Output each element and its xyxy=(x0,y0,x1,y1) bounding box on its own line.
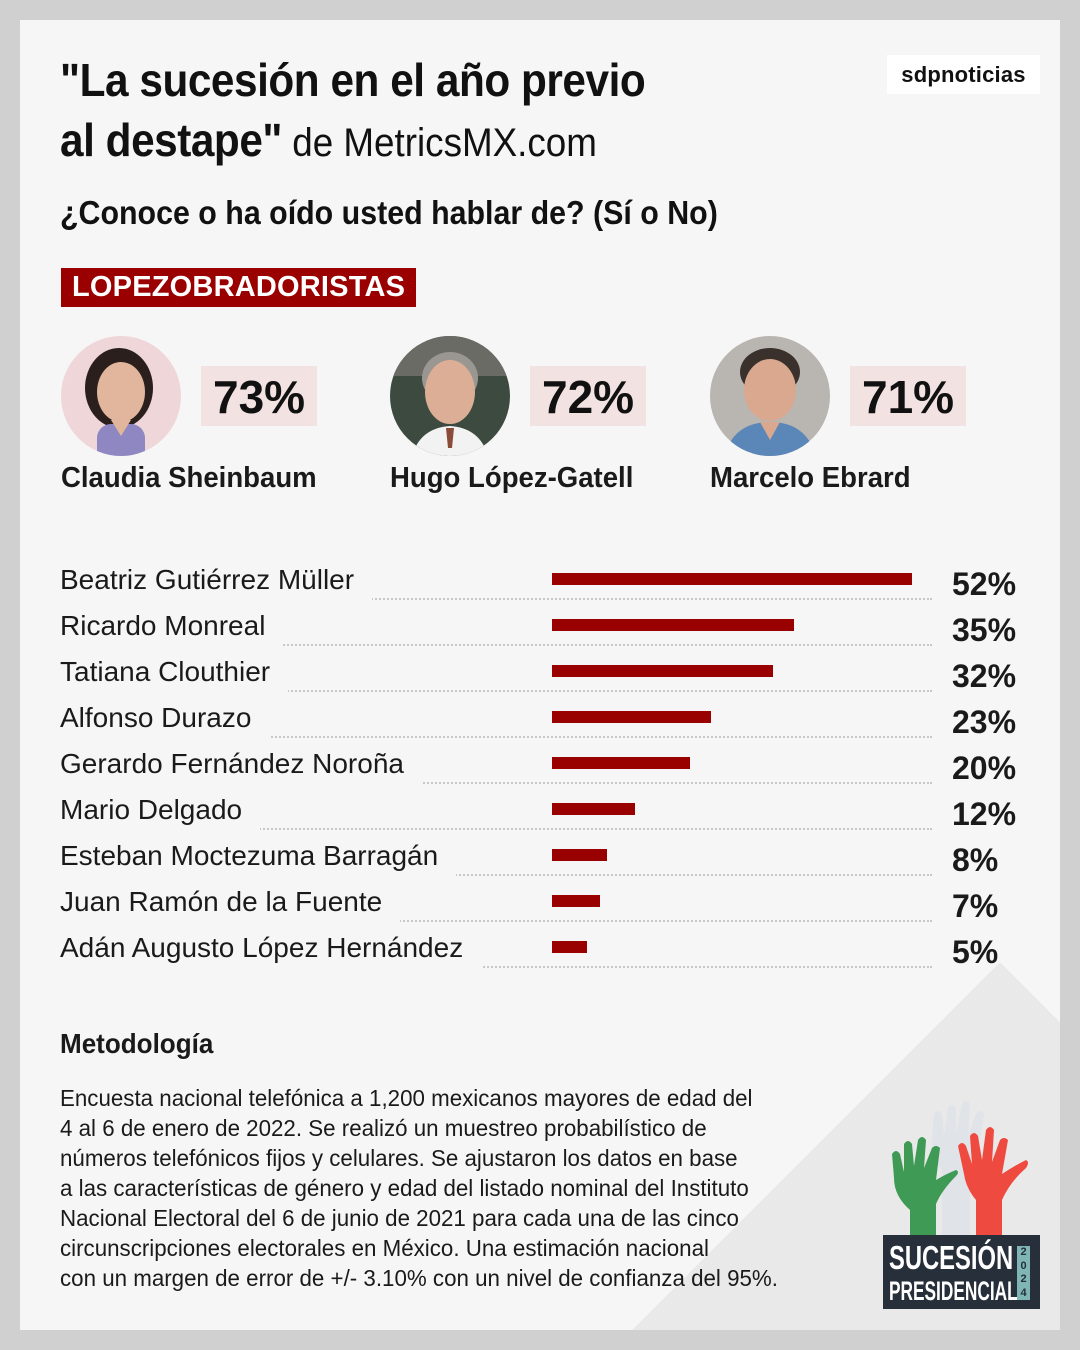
dotted-leader xyxy=(60,828,932,830)
methodology-line: Nacional Electoral del 6 de junio de 202… xyxy=(60,1205,739,1231)
title-source: de MetricsMX.com xyxy=(282,121,597,165)
dotted-leader xyxy=(60,598,932,600)
leader-percentage: 71% xyxy=(850,366,967,426)
bar xyxy=(552,941,587,953)
sdpnoticias-logo: sdpnoticias xyxy=(887,55,1040,94)
dotted-leader xyxy=(60,690,932,692)
row-value: 8% xyxy=(952,842,999,878)
chart-row: Ricardo Monreal 35% xyxy=(60,606,1040,652)
row-label: Adán Augusto López Hernández xyxy=(60,928,482,968)
row-value: 52% xyxy=(952,566,1017,602)
dotted-leader xyxy=(60,736,932,738)
row-value: 35% xyxy=(952,612,1017,648)
raised-hands-icon xyxy=(892,1101,1028,1240)
bar xyxy=(552,849,608,861)
row-value: 12% xyxy=(952,796,1017,832)
row-value: 5% xyxy=(952,934,999,970)
portrait-photo-icon xyxy=(710,336,830,456)
methodology-line: 4 al 6 de enero de 2022. Se realizó un m… xyxy=(60,1115,707,1141)
dotted-leader xyxy=(60,782,932,784)
row-label: Esteban Moctezuma Barragán xyxy=(60,836,457,876)
row-label: Juan Ramón de la Fuente xyxy=(60,882,401,922)
chart-row: Esteban Moctezuma Barragán 8% xyxy=(60,836,1040,882)
methodology-line: circunscripciones electorales en México.… xyxy=(60,1235,709,1261)
bar xyxy=(552,757,691,769)
dotted-leader xyxy=(60,966,932,968)
methodology-line: a las características de género y edad d… xyxy=(60,1175,749,1201)
portrait-photo-icon xyxy=(390,336,510,456)
brand-year: 2 0 2 4 xyxy=(1017,1246,1030,1300)
row-label: Beatriz Gutiérrez Müller xyxy=(60,560,373,600)
bar xyxy=(552,573,912,585)
title-bold-part: al destape" xyxy=(60,114,283,166)
leader-name: Hugo López-Gatell xyxy=(390,462,634,494)
dotted-leader xyxy=(60,874,932,876)
chart-row: Tatiana Clouthier 32% xyxy=(60,652,1040,698)
portrait-photo-icon xyxy=(61,336,181,456)
dotted-leader xyxy=(60,644,932,646)
brand-line-2: PRESIDENCIAL xyxy=(889,1276,1018,1306)
row-label: Gerardo Fernández Noroña xyxy=(60,744,422,784)
leader-percentage: 72% xyxy=(530,366,647,426)
category-badge: LOPEZOBRADORISTAS xyxy=(61,268,417,307)
year-digit: 2 xyxy=(1020,1273,1027,1285)
chart-row: Gerardo Fernández Noroña 20% xyxy=(60,744,1040,790)
chart-row: Mario Delgado 12% xyxy=(60,790,1040,836)
row-label: Ricardo Monreal xyxy=(60,606,284,646)
bar xyxy=(552,619,795,631)
dotted-leader xyxy=(60,920,932,922)
row-value: 7% xyxy=(952,888,999,924)
title-line-1: "La sucesión en el año previo xyxy=(60,54,646,106)
chart-row: Adán Augusto López Hernández 5% xyxy=(60,928,1040,974)
bar xyxy=(552,665,774,677)
title-line-2: al destape" de MetricsMX.com xyxy=(60,110,645,173)
year-digit: 0 xyxy=(1020,1259,1027,1272)
year-digit: 4 xyxy=(1020,1286,1027,1299)
leader-name: Marcelo Ebrard xyxy=(710,462,911,494)
methodology-line: números telefónicos fijos y celulares. S… xyxy=(60,1145,738,1171)
row-label: Tatiana Clouthier xyxy=(60,652,289,692)
methodology-title: Metodología xyxy=(60,1028,214,1059)
year-digit: 2 xyxy=(1020,1246,1027,1258)
methodology-text: Encuesta nacional telefónica a 1,200 mex… xyxy=(60,1083,877,1293)
chart-row: Alfonso Durazo 23% xyxy=(60,698,1040,744)
infographic-card: "La sucesión en el año previo al destape… xyxy=(20,20,1060,1330)
bar xyxy=(552,711,712,723)
bar xyxy=(552,803,636,815)
bar xyxy=(552,895,601,907)
chart-row: Juan Ramón de la Fuente 7% xyxy=(60,882,1040,928)
survey-question: ¿Conoce o ha oído usted hablar de? (Sí o… xyxy=(60,194,718,231)
row-label: Mario Delgado xyxy=(60,790,261,830)
methodology-line: con un margen de error de +/- 3.10% con … xyxy=(60,1265,778,1291)
page-title: "La sucesión en el año previo al destape… xyxy=(60,50,646,173)
row-value: 20% xyxy=(952,750,1017,786)
leader-name: Claudia Sheinbaum xyxy=(61,462,317,494)
row-value: 32% xyxy=(952,658,1017,694)
brand-line-1: SUCESIÓN xyxy=(889,1239,1014,1276)
sucesion-presidencial-logo: SUCESIÓN PRESIDENCIAL 2 0 2 4 xyxy=(880,1100,1050,1310)
methodology-line: Encuesta nacional telefónica a 1,200 mex… xyxy=(60,1085,753,1111)
leader-percentage: 73% xyxy=(201,366,318,426)
brand-box xyxy=(883,1235,1040,1309)
row-value: 23% xyxy=(952,704,1017,740)
chart-row: Beatriz Gutiérrez Müller 52% xyxy=(60,560,1040,606)
row-label: Alfonso Durazo xyxy=(60,698,270,738)
